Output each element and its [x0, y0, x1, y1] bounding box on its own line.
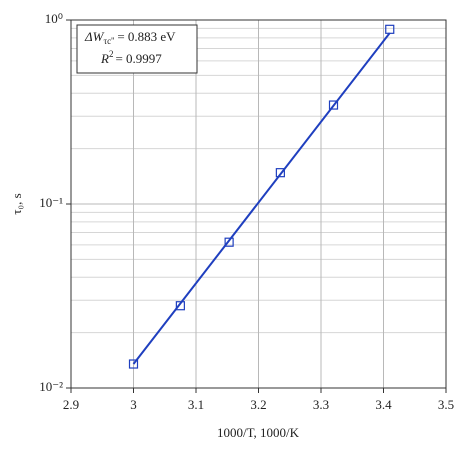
x-axis-label: 1000/T, 1000/K — [217, 425, 300, 440]
y-tick-label: 10⁰ — [45, 11, 63, 26]
x-tick-label: 3 — [130, 397, 137, 412]
annotation-superscript: 2 — [109, 49, 114, 59]
x-tick-label: 3.5 — [438, 397, 454, 412]
fit-line — [132, 32, 391, 365]
data-point — [175, 301, 185, 311]
annotation-value: = 0.9997 — [115, 51, 162, 66]
annotation-text: R2 = 0.9997 — [100, 49, 162, 66]
data-point — [128, 359, 139, 369]
x-tick-label: 2.9 — [63, 397, 79, 412]
data-point — [224, 237, 234, 247]
annotation-symbol: ΔW — [84, 29, 105, 44]
x-tick-label: 3.1 — [188, 397, 204, 412]
annotation-subscript: τc'' — [103, 36, 114, 46]
data-point — [275, 168, 285, 178]
plot-frame — [70, 19, 447, 389]
x-tick-label: 3.3 — [313, 397, 329, 412]
data-point — [385, 24, 395, 34]
data-point — [328, 100, 339, 110]
y-tick-label: 10⁻² — [39, 379, 63, 394]
x-tick-label: 3.4 — [375, 397, 392, 412]
annotation-symbol: R — [100, 51, 109, 66]
annotation-value: = 0.883 eV — [117, 29, 176, 44]
annotation-box — [76, 24, 198, 74]
x-tick-label: 3.2 — [250, 397, 266, 412]
y-tick-label: 10⁻¹ — [39, 195, 63, 210]
y-axis-label: τ₀, s — [9, 193, 24, 214]
annotation-text: ΔWτc'' = 0.883 eV — [84, 29, 176, 46]
